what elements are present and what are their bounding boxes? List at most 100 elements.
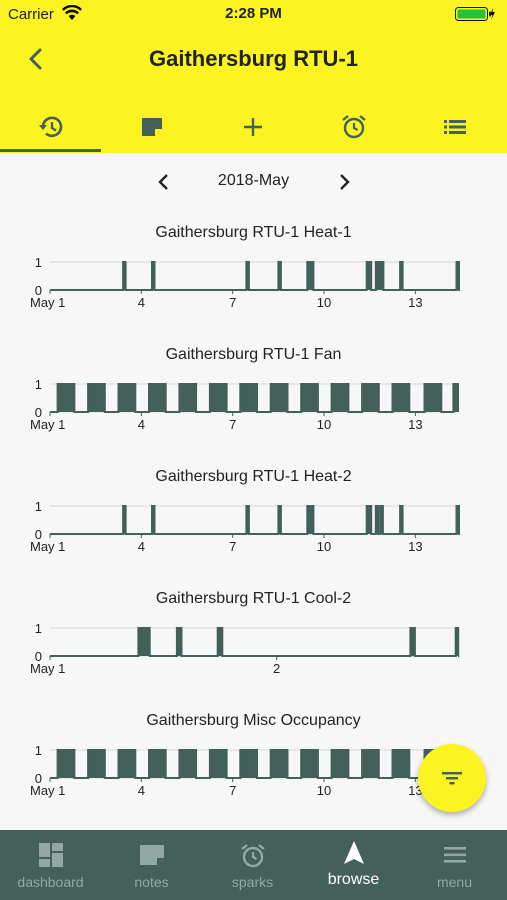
nav-label: sparks: [231, 874, 274, 890]
x-tick-label: 10: [317, 417, 331, 432]
chart-plot: 0 1 May 1 2: [30, 621, 460, 676]
chevron-right-icon: [340, 174, 350, 190]
y-tick-label: 0: [35, 405, 42, 420]
chart-plot: 0 1 May 1 4 7 10 13: [30, 499, 460, 554]
chevron-left-icon: [158, 174, 168, 190]
x-tick-label: 10: [317, 783, 331, 798]
filter-icon: [442, 772, 462, 785]
nav-sparks[interactable]: sparks: [202, 830, 303, 900]
month-label: 2018-May: [217, 172, 290, 189]
nav-browse[interactable]: browse: [303, 830, 404, 900]
chart-title: Gaithersburg RTU-1 Heat-1: [155, 224, 352, 241]
chart-title: Gaithersburg Misc Occupancy: [146, 712, 361, 729]
x-tick-label: 4: [138, 417, 145, 432]
bottom-navigation: dashboard notes sparks browse menu: [0, 830, 507, 900]
y-tick-label: 1: [35, 743, 42, 758]
x-tick-label: 7: [229, 539, 236, 554]
chart-block: Gaithersburg RTU-1 Cool-2 0 1 May 1 2: [0, 590, 507, 690]
chevron-left-icon: [29, 48, 42, 70]
y-tick-label: 0: [35, 283, 42, 298]
y-tick-label: 0: [35, 649, 42, 664]
series-line: [50, 627, 460, 657]
series-area: [50, 262, 459, 290]
alarm-icon: [341, 114, 366, 138]
x-tick-label: 13: [408, 295, 422, 310]
battery-icon: [455, 6, 495, 26]
x-tick-label: 13: [408, 539, 422, 554]
chart-plot: 0 1 May 1 4 7 10 13: [30, 255, 460, 310]
tab-history[interactable]: [0, 100, 101, 153]
filter-button[interactable]: [418, 744, 486, 812]
tab-add[interactable]: [202, 100, 303, 153]
chart-block: Gaithersburg RTU-1 Fan 0 1 May 1 4 7 10 13: [0, 346, 507, 446]
chart-title: Gaithersburg RTU-1 Heat-2: [155, 468, 352, 485]
list-icon: [443, 119, 466, 134]
wifi-icon: [62, 4, 82, 25]
tab-list[interactable]: [404, 100, 505, 153]
series-area: [50, 628, 459, 656]
nav-label: browse: [327, 871, 380, 888]
series-line: [50, 383, 459, 413]
add-icon: [243, 117, 262, 136]
history-icon: [38, 116, 62, 137]
x-tick-label: 7: [229, 295, 236, 310]
series-area: [50, 384, 458, 412]
x-tick-label: 2: [273, 661, 280, 676]
carrier-label: Carrier: [8, 6, 54, 23]
nav-label: menu: [436, 874, 473, 890]
previous-month-button[interactable]: [150, 170, 178, 194]
tab-bar: [0, 100, 507, 153]
series-line: [50, 749, 459, 779]
status-time: 2:28 PM: [225, 5, 282, 22]
back-button[interactable]: [22, 44, 52, 74]
x-tick-label: 7: [229, 783, 236, 798]
menu-icon: [443, 847, 466, 863]
tab-notes[interactable]: [101, 100, 202, 153]
x-tick-label: May 1: [30, 661, 65, 676]
x-tick-label: 4: [138, 783, 145, 798]
series-line: [50, 505, 460, 535]
chart-block: Gaithersburg RTU-1 Heat-2 0 1 May 1 4 7 10 13: [0, 468, 507, 568]
y-tick-label: 1: [35, 377, 42, 392]
series-area: [50, 506, 459, 534]
status-bar: Carrier 2:28 PM: [0, 0, 507, 28]
x-tick-label: May 1: [30, 417, 65, 432]
nav-notes[interactable]: notes: [101, 830, 202, 900]
active-tab-indicator: [0, 149, 101, 152]
tab-alarms[interactable]: [303, 100, 404, 153]
y-tick-label: 0: [35, 527, 42, 542]
navigation-arrow-icon: [343, 841, 364, 864]
y-tick-label: 1: [35, 255, 42, 270]
note-icon: [141, 117, 162, 136]
alarm-icon: [240, 844, 265, 868]
nav-dashboard[interactable]: dashboard: [0, 830, 101, 900]
series-line: [50, 261, 460, 291]
notes-icon: [139, 845, 164, 865]
x-tick-label: 4: [138, 539, 145, 554]
y-tick-label: 1: [35, 499, 42, 514]
chart-title: Gaithersburg RTU-1 Fan: [165, 346, 342, 363]
x-tick-label: 10: [317, 295, 331, 310]
y-tick-label: 0: [35, 771, 42, 786]
app-header: Carrier 2:28 PM Gaithersburg RTU-1: [0, 0, 507, 153]
dashboard-icon: [38, 843, 63, 867]
page-title: Gaithersburg RTU-1: [148, 46, 359, 71]
month-navigator: 2018-May: [0, 168, 507, 196]
x-tick-label: 13: [408, 417, 422, 432]
series-area: [50, 750, 458, 778]
chart-plot: 0 1 May 1 4 7 10 13: [30, 377, 459, 432]
nav-menu[interactable]: menu: [404, 830, 505, 900]
chart-block: Gaithersburg RTU-1 Heat-1 0 1 May 1 4 7 10 13: [0, 224, 507, 324]
chart-title: Gaithersburg RTU-1 Cool-2: [155, 590, 352, 607]
next-month-button[interactable]: [330, 170, 358, 194]
x-tick-label: 7: [229, 417, 236, 432]
x-tick-label: 10: [317, 539, 331, 554]
chart-block: Gaithersburg Misc Occupancy 0 1 May 1 4 7 10 13: [0, 712, 507, 812]
x-tick-label: 4: [138, 295, 145, 310]
x-tick-label: May 1: [30, 539, 65, 554]
x-tick-label: May 1: [30, 783, 65, 798]
x-tick-label: May 1: [30, 295, 65, 310]
y-tick-label: 1: [35, 621, 42, 636]
nav-label: dashboard: [17, 874, 84, 890]
